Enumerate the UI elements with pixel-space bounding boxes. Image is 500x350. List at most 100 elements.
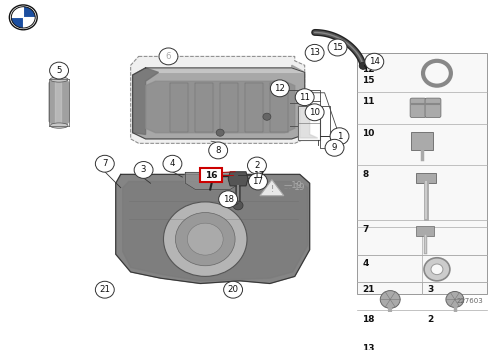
Text: 19: 19 (294, 183, 306, 192)
Polygon shape (132, 65, 304, 139)
Circle shape (134, 161, 153, 178)
Circle shape (96, 155, 114, 172)
Text: 15: 15 (332, 43, 343, 52)
FancyBboxPatch shape (416, 226, 434, 236)
Polygon shape (130, 56, 304, 144)
Text: 1: 1 (337, 132, 342, 141)
Circle shape (427, 64, 447, 82)
Circle shape (305, 104, 324, 121)
Text: 8: 8 (216, 146, 221, 155)
FancyBboxPatch shape (411, 132, 433, 149)
Circle shape (159, 48, 178, 65)
Polygon shape (122, 182, 308, 281)
Polygon shape (146, 68, 304, 72)
Polygon shape (245, 83, 263, 132)
Circle shape (164, 202, 247, 276)
Wedge shape (24, 18, 35, 28)
Circle shape (10, 5, 37, 30)
Circle shape (295, 89, 314, 106)
Text: 8: 8 (362, 170, 368, 179)
Circle shape (163, 155, 182, 172)
Text: 2: 2 (254, 161, 260, 170)
Circle shape (359, 62, 367, 69)
FancyBboxPatch shape (200, 168, 222, 182)
Circle shape (431, 264, 443, 275)
Text: 12: 12 (274, 84, 285, 93)
Circle shape (188, 223, 223, 255)
Text: 13: 13 (362, 344, 375, 350)
Ellipse shape (50, 77, 68, 82)
Text: 6: 6 (166, 52, 171, 61)
Text: 2: 2 (427, 315, 434, 323)
Text: 11: 11 (299, 93, 310, 102)
Polygon shape (132, 68, 158, 134)
Text: 21: 21 (362, 285, 375, 294)
Polygon shape (196, 83, 213, 132)
Text: 4: 4 (362, 259, 368, 268)
Text: 11: 11 (362, 97, 375, 106)
Text: 3: 3 (141, 166, 146, 174)
Circle shape (325, 139, 344, 156)
Circle shape (218, 191, 238, 208)
Wedge shape (12, 18, 24, 28)
Text: 7: 7 (362, 225, 368, 234)
Text: 12: 12 (362, 65, 375, 74)
Text: 3: 3 (427, 285, 434, 294)
Circle shape (208, 142, 228, 159)
Polygon shape (220, 83, 238, 132)
Text: 10: 10 (309, 108, 320, 117)
Polygon shape (170, 83, 188, 132)
Polygon shape (146, 81, 295, 133)
Circle shape (385, 324, 395, 333)
Polygon shape (270, 83, 288, 132)
Text: 18: 18 (362, 315, 375, 323)
Circle shape (224, 281, 242, 298)
Text: !: ! (270, 185, 274, 194)
FancyBboxPatch shape (416, 173, 436, 183)
FancyBboxPatch shape (410, 98, 426, 118)
Polygon shape (228, 172, 248, 186)
Polygon shape (432, 337, 436, 350)
Text: 17: 17 (252, 177, 264, 186)
Text: 16: 16 (205, 171, 218, 180)
Ellipse shape (50, 123, 68, 128)
Text: 10: 10 (362, 129, 374, 138)
FancyBboxPatch shape (376, 346, 393, 350)
Polygon shape (116, 174, 310, 284)
Circle shape (233, 201, 243, 210)
Circle shape (330, 128, 349, 145)
Text: 20: 20 (228, 285, 238, 294)
Polygon shape (49, 79, 69, 126)
Polygon shape (186, 173, 240, 189)
Text: 227603: 227603 (457, 298, 483, 304)
FancyBboxPatch shape (298, 106, 320, 140)
Text: 14: 14 (369, 57, 380, 66)
Text: —19: —19 (284, 181, 302, 190)
Text: 18: 18 (222, 195, 234, 204)
Wedge shape (24, 7, 35, 18)
Polygon shape (55, 80, 61, 125)
Circle shape (96, 281, 114, 298)
Circle shape (380, 319, 401, 338)
Circle shape (446, 292, 464, 307)
Circle shape (365, 53, 384, 70)
Circle shape (248, 157, 266, 174)
FancyBboxPatch shape (425, 98, 441, 118)
Circle shape (216, 129, 224, 136)
Circle shape (328, 39, 347, 56)
Circle shape (424, 258, 450, 281)
Circle shape (50, 62, 68, 79)
Text: 15: 15 (362, 76, 375, 85)
Circle shape (270, 80, 289, 97)
Text: 7: 7 (102, 159, 108, 168)
Circle shape (263, 113, 271, 120)
Wedge shape (12, 7, 24, 18)
Polygon shape (300, 108, 318, 138)
Text: 5: 5 (56, 66, 62, 75)
Text: 21: 21 (100, 285, 110, 294)
Polygon shape (260, 180, 284, 196)
Circle shape (380, 290, 400, 308)
FancyBboxPatch shape (358, 53, 486, 294)
Text: 9: 9 (332, 143, 337, 152)
Text: 4: 4 (170, 159, 175, 168)
